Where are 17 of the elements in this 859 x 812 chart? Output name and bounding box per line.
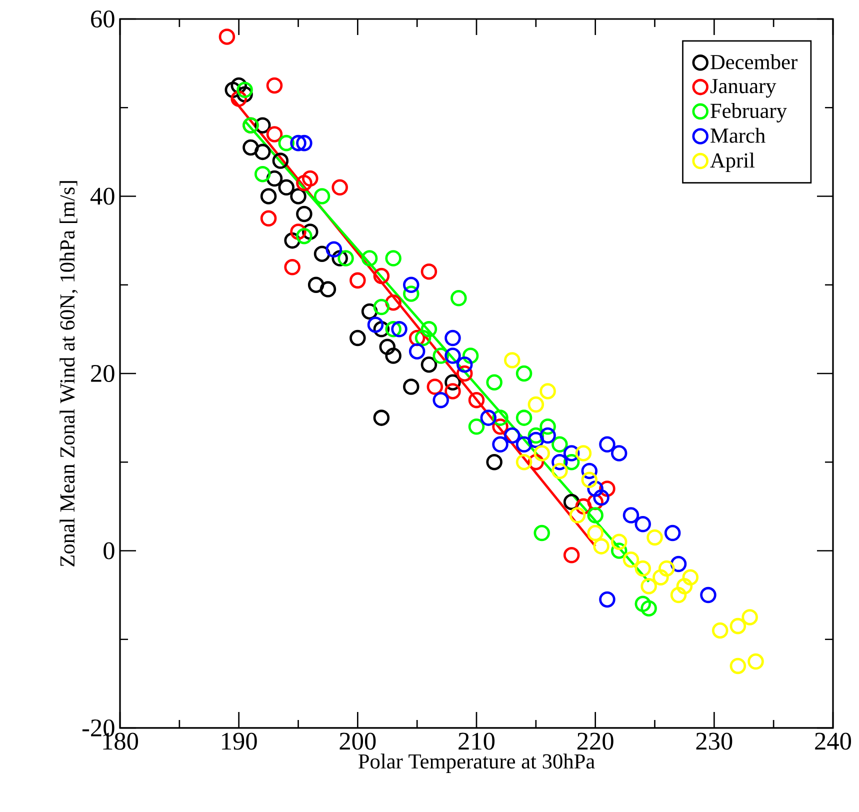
legend-label: January — [710, 79, 776, 98]
x-tick-label: 190 — [222, 732, 257, 750]
y-axis-title: Zonal Mean Zonal Wind at 60N, 10hPa [m/s] — [60, 181, 78, 566]
legend-label: March — [710, 128, 766, 143]
legend-label: February — [710, 103, 787, 122]
y-tick-label: 0 — [104, 542, 114, 560]
legend-label: December — [710, 54, 798, 70]
x-tick-label: 200 — [340, 732, 376, 750]
y-tick-label: 60 — [91, 10, 114, 28]
x-tick-label: 240 — [815, 732, 852, 750]
y-tick-label: 20 — [91, 364, 114, 382]
legend-label: April — [710, 152, 755, 172]
x-tick-label: 210 — [458, 732, 495, 750]
x-tick-label: 230 — [696, 732, 732, 750]
y-tick-label: 40 — [90, 188, 114, 205]
x-tick-label: 220 — [577, 732, 614, 750]
x-axis-title: Polar Temperature at 30hPa — [358, 754, 595, 773]
